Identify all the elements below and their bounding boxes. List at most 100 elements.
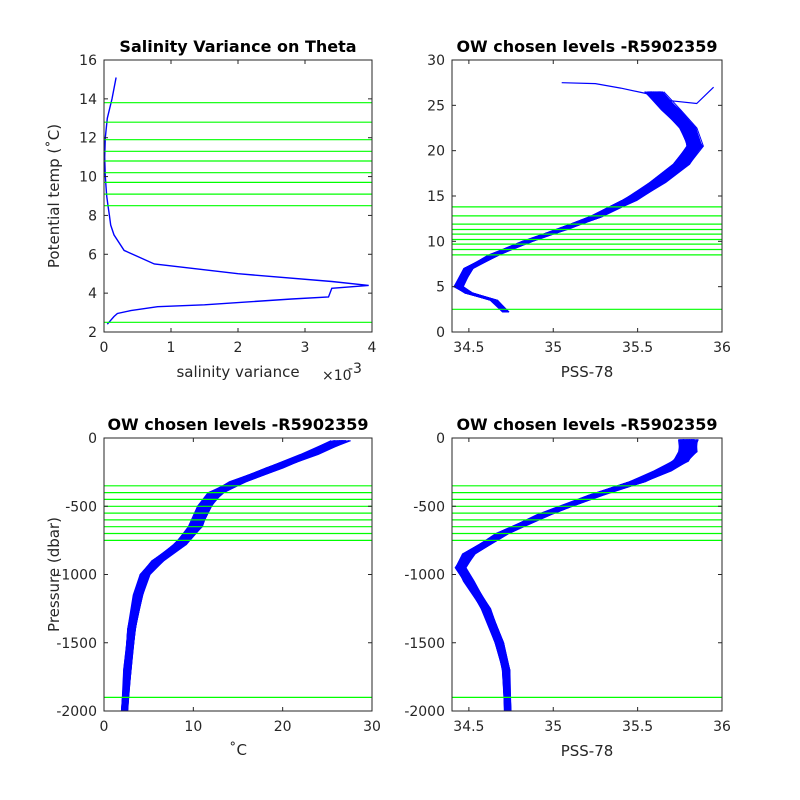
x-tick-label: 35 <box>544 340 562 356</box>
x-tick-label: 10 <box>184 719 202 735</box>
profile-line <box>456 439 687 711</box>
profile-line <box>455 91 694 313</box>
x-tick-label: 35.5 <box>622 340 653 356</box>
x-tick-label: 2 <box>234 340 243 356</box>
profile-line <box>458 91 696 313</box>
profile-line <box>456 91 690 313</box>
profile-line <box>460 439 692 711</box>
y-tick-label: 8 <box>88 208 97 224</box>
y-tick-label: 10 <box>427 234 445 250</box>
profile-line <box>460 91 698 313</box>
y-tick-label: -2000 <box>404 704 445 720</box>
profile-line <box>460 91 701 313</box>
chart-title: OW chosen levels -R5902359 <box>456 37 717 56</box>
profile-line <box>461 91 703 313</box>
profile-line <box>461 439 692 711</box>
profile-line <box>455 91 694 313</box>
profile-line <box>457 91 692 313</box>
profile-line <box>121 440 335 711</box>
profile-line <box>458 91 700 313</box>
chart-title: OW chosen levels -R5902359 <box>107 415 368 434</box>
y-tick-label: -1500 <box>56 636 97 652</box>
profile-line <box>461 439 695 711</box>
profile-line <box>121 440 336 711</box>
profile-line <box>455 91 691 313</box>
profile-line <box>457 439 690 711</box>
profile-line <box>455 91 694 313</box>
profile-line <box>122 440 335 711</box>
profile-line <box>462 439 697 711</box>
profile-line <box>464 439 697 711</box>
profile-line <box>461 439 694 711</box>
profile-line <box>457 439 685 711</box>
profile-line <box>461 439 695 711</box>
profile-line <box>454 91 689 313</box>
profile-line <box>457 91 695 313</box>
profile-line <box>456 91 690 313</box>
profile-line <box>455 91 692 313</box>
profile-line <box>458 91 696 313</box>
profile-line <box>127 440 346 711</box>
profile-line <box>459 439 687 711</box>
profile-line <box>463 439 695 711</box>
profile-line <box>461 439 695 711</box>
profile-line <box>460 91 699 313</box>
y-tick-label: -500 <box>413 499 445 515</box>
y-tick-label: -1000 <box>404 568 445 584</box>
profile-line <box>463 439 691 711</box>
profile-line <box>456 91 695 313</box>
profile-line <box>457 91 693 313</box>
profile-line <box>122 440 335 711</box>
profile-line <box>463 439 698 711</box>
profile-line <box>457 91 693 313</box>
y-axis-label: Potential temp (˚C) <box>45 124 63 268</box>
chart-panel-2: 34.5 35 35.5 36 0 5 10 15 20 25 30 OW chosen levels… <box>427 37 731 381</box>
profile-line <box>455 91 694 313</box>
profile-line <box>458 91 697 313</box>
profile-line <box>464 439 693 711</box>
x-tick-label: 3 <box>301 340 310 356</box>
profile-line <box>460 439 691 711</box>
profile-line <box>457 91 698 313</box>
x-tick-label: 34.5 <box>453 340 484 356</box>
profile-line <box>459 439 691 711</box>
x-tick-label: 0 <box>100 340 109 356</box>
profile-line <box>462 439 695 711</box>
profile-line <box>460 91 696 313</box>
profile-line <box>457 91 694 313</box>
profile-line <box>459 91 699 313</box>
profile-line <box>457 439 687 711</box>
profile-line <box>460 91 698 313</box>
profile-line <box>456 91 693 313</box>
profile-line <box>456 91 693 313</box>
profile-line <box>459 91 696 313</box>
profile-line <box>121 440 336 711</box>
profile-line <box>459 91 695 313</box>
profile-line <box>459 91 702 313</box>
profile-line <box>459 91 698 313</box>
profile-line <box>459 439 685 711</box>
profile-line <box>462 439 698 711</box>
profile-line <box>455 91 691 313</box>
profile-line <box>464 439 695 711</box>
profile-line <box>455 91 690 313</box>
profile-line <box>456 91 692 313</box>
profile-line <box>462 439 690 711</box>
variance-line <box>104 77 369 325</box>
x-tick-label: 0 <box>100 719 109 735</box>
profile-line <box>121 440 335 711</box>
y-tick-label: -2000 <box>56 704 97 720</box>
x-tick-label: 20 <box>274 719 292 735</box>
profile-line <box>460 91 698 313</box>
x-exponent-label: ×10 <box>322 368 352 384</box>
profile-line <box>458 91 695 313</box>
profile-line <box>456 91 697 313</box>
y-tick-label: 0 <box>436 431 445 447</box>
profile-line <box>458 91 695 313</box>
profile-line <box>460 91 701 313</box>
plot-area <box>452 439 722 711</box>
profile-line <box>460 439 688 711</box>
y-tick-label: -500 <box>65 499 97 515</box>
profile-line <box>457 439 686 711</box>
